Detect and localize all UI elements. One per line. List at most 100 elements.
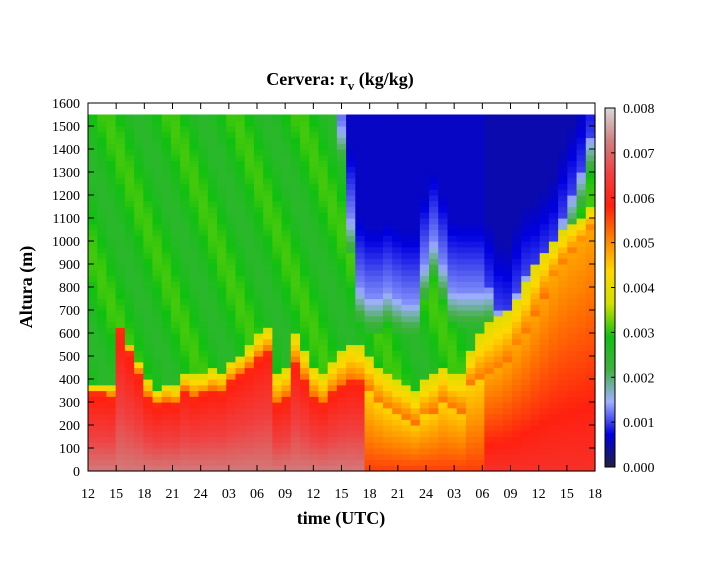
heatmap-cell	[97, 269, 108, 277]
heatmap-cell	[281, 235, 292, 242]
heatmap-cell	[115, 223, 126, 231]
heatmap-cell	[346, 131, 356, 139]
heatmap-cell	[502, 356, 513, 363]
heatmap-cell	[327, 304, 338, 311]
heatmap-cell	[475, 241, 485, 248]
heatmap-cell	[585, 304, 596, 311]
heatmap-cell	[355, 149, 366, 156]
heatmap-cell	[382, 344, 393, 351]
heatmap-cell	[382, 436, 393, 443]
heatmap-cell	[465, 442, 476, 449]
heatmap-cell	[189, 396, 200, 403]
heatmap-cell	[235, 442, 246, 449]
heatmap-cell	[170, 172, 181, 179]
heatmap-cell	[521, 361, 532, 369]
heatmap-cell	[567, 315, 578, 323]
heatmap-cell	[309, 131, 320, 139]
heatmap-cell	[576, 149, 587, 156]
heatmap-cell	[263, 419, 273, 426]
heatmap-cell	[456, 172, 467, 179]
heatmap-cell	[115, 218, 126, 225]
heatmap-cell	[447, 327, 458, 334]
heatmap-cell	[115, 149, 126, 156]
heatmap-cell	[429, 241, 439, 248]
heatmap-cell	[364, 120, 375, 127]
heatmap-cell	[401, 229, 412, 236]
heatmap-cell	[364, 172, 375, 179]
heatmap-cell	[373, 413, 384, 420]
heatmap-cell	[438, 189, 449, 196]
heatmap-cell	[272, 442, 283, 449]
heatmap-cell	[327, 373, 338, 380]
heatmap-cell	[438, 160, 449, 167]
heatmap-cell	[134, 304, 144, 311]
heatmap-cell	[235, 384, 246, 392]
heatmap-cell	[88, 246, 98, 254]
heatmap-cell	[207, 137, 218, 144]
heatmap-cell	[373, 143, 384, 150]
heatmap-cell	[336, 281, 347, 288]
heatmap-cell	[106, 304, 117, 311]
heatmap-cell	[290, 241, 301, 248]
heatmap-cell	[392, 361, 403, 369]
heatmap-cell	[392, 304, 403, 311]
heatmap-cell	[502, 315, 513, 323]
heatmap-cell	[327, 310, 338, 317]
heatmap-cell	[88, 448, 98, 455]
heatmap-cell	[530, 264, 541, 271]
heatmap-cell	[226, 453, 237, 461]
heatmap-cell	[143, 304, 154, 311]
heatmap-cell	[336, 407, 347, 415]
heatmap-cell	[281, 206, 292, 213]
heatmap-cell	[263, 315, 273, 323]
heatmap-cell	[244, 264, 255, 271]
heatmap-cell	[180, 252, 190, 259]
heatmap-cell	[346, 120, 356, 127]
heatmap-cell	[318, 166, 329, 173]
heatmap-cell	[272, 379, 283, 386]
heatmap-cell	[558, 321, 568, 328]
heatmap-cell	[475, 275, 485, 282]
heatmap-cell	[217, 160, 227, 167]
heatmap-cell	[318, 430, 329, 438]
heatmap-cell	[382, 183, 393, 190]
heatmap-cell	[530, 448, 541, 455]
heatmap-cell	[106, 126, 117, 133]
heatmap-cell	[438, 252, 449, 259]
heatmap-cell	[281, 200, 292, 208]
heatmap-cell	[226, 315, 237, 323]
heatmap-cell	[336, 333, 347, 340]
heatmap-cell	[355, 361, 366, 369]
heatmap-cell	[97, 143, 108, 150]
x-tick-label: 24	[194, 487, 208, 502]
heatmap-cell	[512, 131, 522, 139]
heatmap-cell	[447, 183, 458, 190]
heatmap-cell	[290, 465, 301, 472]
heatmap-cell	[548, 189, 559, 196]
heatmap-cell	[244, 166, 255, 173]
heatmap-cell	[438, 356, 449, 363]
heatmap-cell	[161, 304, 172, 311]
heatmap-cell	[585, 252, 596, 259]
heatmap-cell	[318, 407, 329, 415]
heatmap-cell	[263, 229, 273, 236]
heatmap-cell	[364, 448, 375, 455]
heatmap-cell	[309, 258, 320, 265]
heatmap-cell	[512, 218, 522, 225]
heatmap-cell	[198, 143, 209, 150]
heatmap-cell	[290, 430, 301, 438]
heatmap-cell	[253, 252, 264, 259]
heatmap-cell	[585, 287, 596, 294]
heatmap-cell	[309, 459, 320, 466]
heatmap-cell	[585, 166, 596, 173]
heatmap-cell	[300, 154, 310, 162]
heatmap-cell	[429, 200, 439, 208]
heatmap-cell	[410, 396, 421, 403]
heatmap-cell	[558, 413, 568, 420]
heatmap-cell	[346, 442, 356, 449]
heatmap-cell	[438, 310, 449, 317]
heatmap-cell	[152, 287, 163, 294]
heatmap-cell	[336, 448, 347, 455]
heatmap-cell	[410, 126, 421, 133]
